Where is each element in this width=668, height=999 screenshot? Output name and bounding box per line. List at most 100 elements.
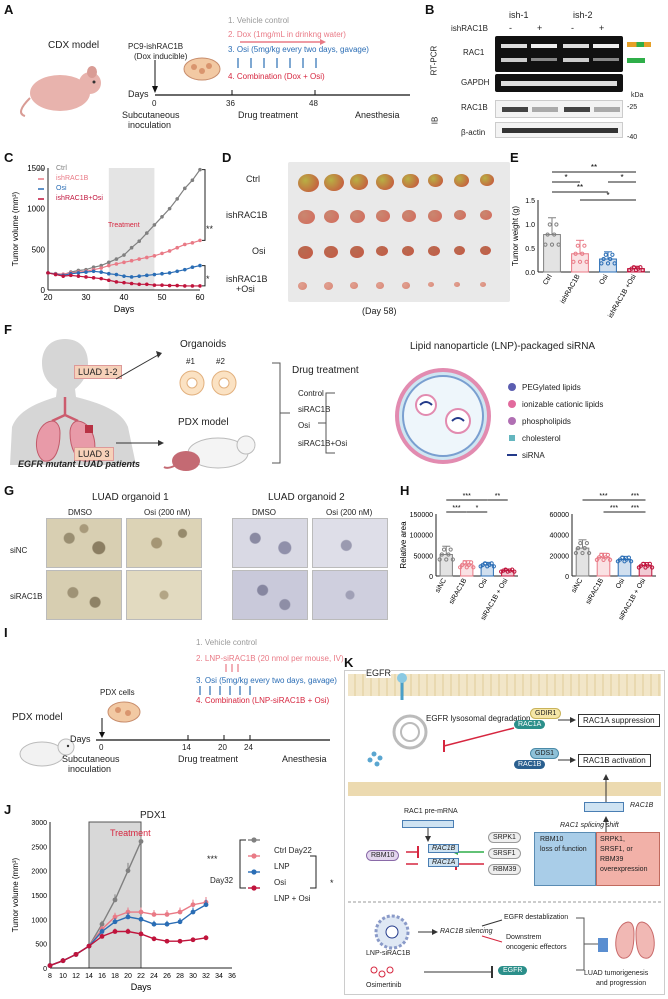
organoid1-title: LUAD organoid 1 — [92, 492, 169, 503]
i-treatment-2: 2. LNP-siRAC1B (20 nmol per mouse, IV) — [196, 654, 344, 663]
data-point — [462, 560, 467, 565]
g-img-3 — [46, 570, 122, 620]
band-rac1-label: RAC1 — [463, 48, 485, 57]
data-point — [190, 902, 196, 908]
lnp-title: Lipid nanoparticle (LNP)-packaged siRNA — [410, 341, 596, 352]
data-point — [167, 206, 172, 211]
row-osi: Osi — [252, 246, 266, 256]
data-point — [47, 963, 53, 968]
subcutaneous-label: Subcutaneous — [122, 110, 180, 120]
g-img-1 — [46, 518, 122, 568]
data-point — [125, 914, 131, 920]
data-point — [107, 263, 111, 268]
bar — [575, 547, 590, 577]
data-point — [114, 257, 119, 261]
pdx-cells-label: PDX cells — [100, 688, 135, 697]
g-img-4 — [126, 570, 202, 620]
k-exon-rac1b: RAC1B — [428, 844, 460, 853]
rtpcr-label: RT-PCR — [429, 45, 439, 76]
data-point — [112, 897, 118, 903]
data-point — [650, 565, 655, 570]
tumor-specimen — [324, 210, 339, 223]
data-point — [137, 274, 141, 278]
x-tick-label: 26 — [163, 973, 171, 980]
legend-ishrac1b: ishRAC1B — [56, 175, 89, 182]
i-tick-0: 0 — [99, 743, 104, 752]
x-tick-label: 16 — [98, 973, 106, 980]
treatment-shade — [108, 168, 155, 290]
y-tick-label: 1500 — [27, 164, 45, 173]
tumor-specimen — [454, 282, 460, 288]
data-point — [76, 271, 81, 275]
data-point — [114, 272, 119, 277]
i-treatment-4: 4. Combination (LNP-siRAC1B + Osi) — [196, 696, 330, 705]
data-point — [190, 909, 196, 915]
data-point — [99, 276, 103, 281]
data-point — [151, 912, 157, 917]
j-legend-osi: Osi — [274, 878, 286, 887]
sig-label: ** — [577, 183, 583, 192]
panel-e: 0.0 0.5 1.0 1.5 Ctrl ishRAC1B Osi ishRAC1B +Osi… — [510, 160, 660, 320]
k-membrane — [348, 674, 661, 696]
data-point — [167, 283, 172, 288]
data-point — [61, 274, 65, 278]
data-point — [138, 909, 144, 915]
panel-f-arrows — [115, 351, 335, 464]
k-rac1b-up: RAC1B — [630, 802, 654, 809]
data-point — [152, 223, 157, 227]
sig-label: * — [476, 505, 479, 512]
tumor-specimen — [376, 174, 394, 190]
data-point — [145, 255, 149, 260]
data-point — [99, 270, 103, 274]
data-point — [164, 938, 170, 944]
y-tick-label: 150000 — [410, 512, 433, 519]
panel-b: ish-1 ish-2 ishRAC1B - + - + RT-PCR IB R… — [425, 8, 665, 148]
data-point — [629, 559, 634, 564]
data-point — [160, 283, 164, 287]
data-point — [183, 284, 187, 288]
data-point — [183, 242, 187, 247]
data-point — [580, 550, 585, 556]
legend-marker — [251, 869, 257, 875]
k-rbm10: RBM10 — [366, 850, 400, 861]
cell-line-sub: (Dox inducible) — [134, 52, 188, 61]
data-point — [145, 273, 149, 278]
k-egfr-label: EGFR — [366, 668, 392, 678]
i-tick-24: 24 — [244, 743, 253, 752]
x-tick-label: 34 — [215, 973, 223, 980]
arm-control: Control — [298, 389, 324, 398]
sig-bracket-2 — [310, 855, 317, 889]
data-point — [129, 275, 134, 279]
data-point — [91, 269, 96, 274]
j-legend-lnp: LNP — [274, 862, 290, 871]
tumor-specimen — [454, 246, 465, 256]
data-point — [577, 259, 583, 264]
legend-ctrl: Ctrl — [56, 165, 67, 172]
marker-40: -40 — [627, 134, 638, 141]
data-point — [601, 256, 606, 262]
y-tick-label: 50000 — [414, 553, 434, 560]
luad12-label: LUAD 1-2 — [74, 365, 122, 379]
x-tick-label: 20 — [124, 973, 132, 980]
y-tick-label: 2000 — [31, 869, 47, 876]
col-dmso-2: DMSO — [252, 508, 276, 517]
k-srpk1: SRPK1 — [488, 832, 521, 843]
g-img-7 — [232, 570, 308, 620]
col-osi-2: Osi (200 nM) — [326, 508, 373, 517]
tumor-specimen — [480, 210, 492, 221]
y-tick-label: 500 — [35, 942, 47, 949]
tumor-photo — [288, 162, 510, 302]
data-point — [129, 258, 134, 263]
lnp-cholesterol: cholesterol — [522, 434, 561, 443]
data-point — [599, 261, 604, 266]
x-tick-label: 30 — [189, 973, 197, 980]
y-axis-label: Tumor volume (mm³) — [11, 857, 20, 932]
data-point — [164, 912, 170, 917]
data-point — [571, 259, 576, 264]
data-point — [175, 245, 179, 250]
data-point — [129, 245, 134, 250]
sig-label: *** — [599, 493, 607, 500]
data-point — [167, 249, 172, 253]
row-ishrac1b: ishRAC1B — [226, 210, 268, 220]
y-tick-label: 3000 — [31, 820, 47, 827]
